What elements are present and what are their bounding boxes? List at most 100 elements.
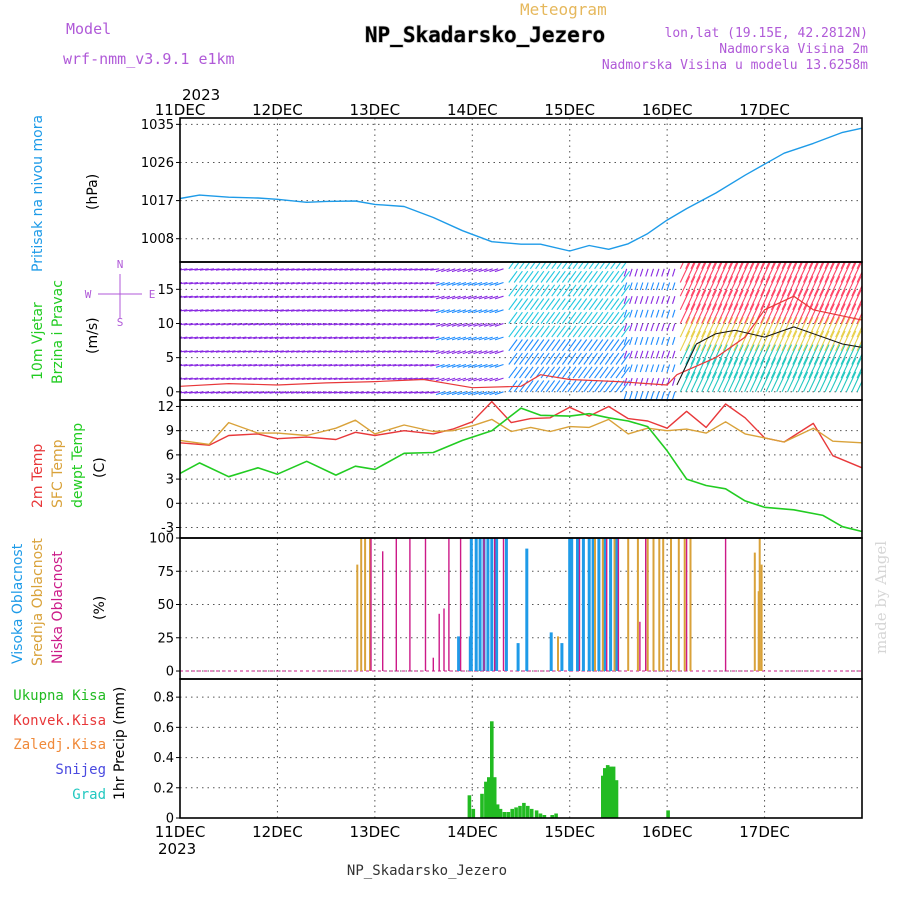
high_cloud-bar [474, 538, 478, 671]
wind-arrow [473, 268, 483, 273]
wind-label-1: 10m Vjetar [30, 302, 46, 380]
wind-arrow [381, 295, 391, 299]
precip-bar [490, 721, 494, 818]
wind-arrow [237, 336, 247, 340]
wind-arrow [567, 352, 577, 365]
wind-arrow [441, 268, 451, 273]
wind-arrow [242, 295, 252, 299]
wind-arrow [189, 309, 199, 312]
wind-arrow [623, 350, 628, 359]
x-tick-label-top: 16DEC [642, 101, 693, 119]
wind-arrow [387, 268, 397, 271]
wind-arrow [728, 344, 739, 365]
wind-arrow [610, 298, 620, 311]
wind-arrow [237, 322, 247, 326]
wind-arrow [629, 364, 633, 373]
wind-arrow [333, 268, 343, 271]
wind-arrow [594, 339, 604, 352]
wind-arrow [690, 303, 701, 324]
wind-arrow [280, 322, 290, 326]
wind-arrow [744, 344, 755, 365]
wind-arrow [424, 377, 434, 381]
wind-arrow [457, 363, 467, 368]
wind-arrow [403, 295, 413, 299]
pressure-label: Pritisak na nivou mora [30, 115, 46, 272]
wind-arrow [414, 295, 424, 299]
wind-arrow [519, 270, 529, 283]
wind-arrow [792, 276, 803, 297]
wind-arrow [398, 363, 408, 367]
wind-arrow [360, 391, 370, 394]
wind-arrow [301, 295, 311, 299]
wind-arrow [819, 371, 830, 393]
wind-arrow [398, 281, 408, 285]
wind-arrow [360, 363, 370, 367]
wind-arrow [540, 380, 550, 393]
wind-arrow [829, 316, 841, 338]
altitude-text: Nadmorska Visina 2m [719, 42, 868, 57]
wind-arrow [749, 371, 760, 393]
wind-speed-line [676, 326, 863, 386]
wind-arrow [462, 322, 472, 327]
wind-arrow [430, 322, 440, 326]
wind-arrow [840, 330, 851, 352]
wind-arrow [301, 281, 311, 285]
wind-arrow [381, 363, 391, 367]
wind-arrow [690, 344, 701, 365]
wind-arrow [296, 322, 306, 326]
wind-arrow [824, 262, 829, 270]
wind-arrow [583, 380, 593, 393]
wind-arrow [484, 322, 493, 327]
wind-arrow [317, 322, 327, 326]
wind-arrow [685, 371, 696, 393]
wind-arrow [744, 303, 755, 324]
wind-arrow [733, 276, 744, 297]
wind-arrow [655, 309, 660, 318]
wind-arrow [312, 363, 322, 367]
wind-arrow [529, 311, 539, 324]
precip-bar [554, 813, 558, 818]
wind-arrow [655, 268, 660, 277]
wind-arrow [205, 336, 215, 340]
wind-arrow [519, 325, 529, 338]
y-tick-label: 100 [149, 532, 174, 547]
wind-arrow [711, 344, 723, 365]
wind-arrow [661, 350, 665, 359]
wind-arrow [508, 298, 518, 311]
wind-arrow [744, 371, 755, 393]
wind-arrow [484, 391, 493, 396]
wind-arrow [285, 350, 295, 353]
wind-arrow [690, 262, 701, 283]
wind-arrow [594, 270, 604, 283]
wind-arrow [540, 339, 550, 352]
wind-arrow [819, 276, 830, 297]
wind-arrow [556, 352, 566, 365]
y-tick-label: 0 [166, 812, 174, 827]
wind-gust-line [179, 295, 863, 389]
wind-arrow [323, 350, 333, 353]
wind-arrow [851, 371, 862, 393]
wind-arrow [717, 344, 728, 365]
wind-arrow [376, 309, 386, 312]
wind-arrow [711, 316, 723, 338]
wind-arrow [419, 363, 429, 367]
y-tick-label: -3 [161, 521, 174, 536]
wind-arrow [583, 325, 593, 338]
wind-arrow [808, 371, 819, 393]
wind-arrow [430, 350, 440, 353]
wind-arrow [529, 352, 539, 365]
wind-arrow [360, 309, 370, 312]
wind-arrow [435, 391, 445, 396]
wind-arrow [650, 391, 655, 400]
wind-arrow [462, 363, 472, 368]
wind-arrow [231, 363, 241, 367]
wind-arrow [199, 268, 209, 271]
wind-arrow [441, 377, 451, 382]
wind-arrow [194, 377, 204, 381]
wind-arrow [690, 289, 701, 311]
wind-arrow [781, 371, 792, 393]
wind-arrow [339, 377, 349, 381]
compass-north: N [117, 258, 124, 271]
wind-arrow [754, 262, 760, 270]
wind-arrow [722, 330, 733, 352]
